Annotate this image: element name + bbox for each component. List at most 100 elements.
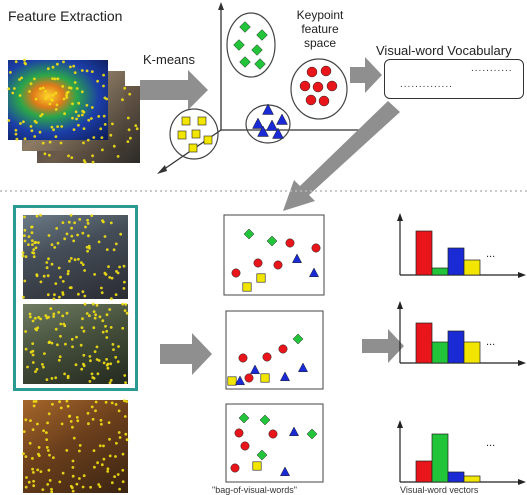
feature-point (110, 481, 114, 485)
feature-point (35, 214, 39, 218)
feature-point (108, 454, 112, 458)
feature-point (85, 245, 89, 249)
feature-point (53, 293, 56, 297)
feature-point (68, 259, 71, 263)
feature-point (99, 127, 103, 131)
feature-point (50, 341, 54, 345)
feature-point (90, 214, 94, 218)
hist-y-arrowhead (397, 420, 403, 428)
feature-point (129, 136, 132, 140)
feature-point (52, 315, 55, 318)
feature-point (77, 101, 81, 105)
feature-point (63, 372, 66, 376)
feature-point (89, 485, 92, 489)
feature-point (62, 60, 65, 64)
feature-point (22, 430, 26, 433)
feature-point (72, 239, 76, 243)
feature-point (102, 361, 106, 365)
feature-point (56, 343, 59, 347)
feature-point (23, 228, 27, 232)
feature-point (126, 116, 130, 120)
feature-point (14, 132, 18, 136)
feature-point (75, 482, 79, 486)
blue-triangle-marker (257, 125, 269, 137)
feature-point (41, 86, 45, 90)
red-circle-marker (311, 243, 321, 253)
feature-point (65, 311, 69, 315)
feature-point (61, 314, 65, 318)
feature-point (59, 275, 62, 279)
green-diamond-marker (233, 39, 245, 51)
feature-point (48, 102, 52, 106)
feature-point (69, 484, 73, 488)
feature-point (54, 108, 58, 111)
histogram-frame-3 (397, 420, 526, 485)
feature-point (118, 265, 121, 269)
feature-point (92, 310, 96, 313)
feature-point (116, 271, 120, 275)
feature-point (58, 295, 61, 299)
feature-point (95, 303, 99, 307)
red-circle-marker (306, 66, 318, 78)
feature-point (18, 78, 21, 81)
feature-point (39, 114, 42, 118)
feature-point (86, 222, 90, 225)
bags-to-vectors-arrow (362, 329, 404, 363)
feature-point (112, 348, 115, 351)
feature-point (91, 302, 95, 306)
feature-point (65, 399, 69, 403)
frame-photo-3 (23, 400, 128, 493)
feature-point (7, 119, 11, 122)
feature-point (114, 403, 118, 406)
feature-point (101, 319, 105, 323)
feature-point (30, 231, 34, 235)
feature-point (13, 87, 16, 90)
feature-point (23, 58, 26, 62)
feature-point (121, 452, 125, 456)
feature-point (39, 213, 42, 217)
feature-point (50, 243, 54, 247)
feature-point (98, 444, 102, 448)
feature-point (103, 123, 107, 126)
feature-point (45, 438, 49, 441)
feature-point (87, 118, 91, 122)
feature-point (72, 436, 76, 440)
feature-point (33, 77, 36, 81)
feature-point (57, 311, 61, 314)
feature-point (73, 221, 76, 225)
feature-point (32, 255, 36, 259)
feature-point (30, 129, 34, 133)
feature-point (7, 87, 11, 91)
feature-point (89, 359, 92, 363)
feature-point (79, 343, 83, 347)
frame-photo-1 (23, 215, 128, 299)
feature-point (32, 400, 36, 403)
feature-point (126, 140, 130, 144)
hist-bar-red (415, 322, 433, 364)
yellow-square-marker (256, 273, 266, 283)
feature-point (90, 372, 94, 376)
feature-point (95, 358, 99, 361)
feature-point (71, 459, 75, 463)
vocab-ellipsis: ........... (471, 63, 513, 74)
vocab-title: Visual-word Vocabulary (376, 43, 512, 58)
feature-point (101, 330, 105, 334)
feature-point (81, 317, 84, 321)
feature-point (31, 428, 35, 431)
feature-point (108, 276, 112, 279)
feature-point (68, 415, 71, 418)
feature-point (29, 82, 33, 86)
hist-bar-green (431, 433, 449, 483)
feature-point (121, 468, 125, 472)
blue-triangle-marker (279, 466, 291, 477)
feature-point (46, 274, 50, 278)
feature-point (70, 156, 74, 160)
green-diamond-marker (256, 449, 268, 461)
feature-point (90, 106, 94, 109)
red-circle-marker (234, 428, 244, 438)
feature-point (35, 367, 39, 371)
feature-point (87, 422, 90, 426)
feature-point (107, 265, 110, 268)
feature-point (90, 405, 94, 409)
